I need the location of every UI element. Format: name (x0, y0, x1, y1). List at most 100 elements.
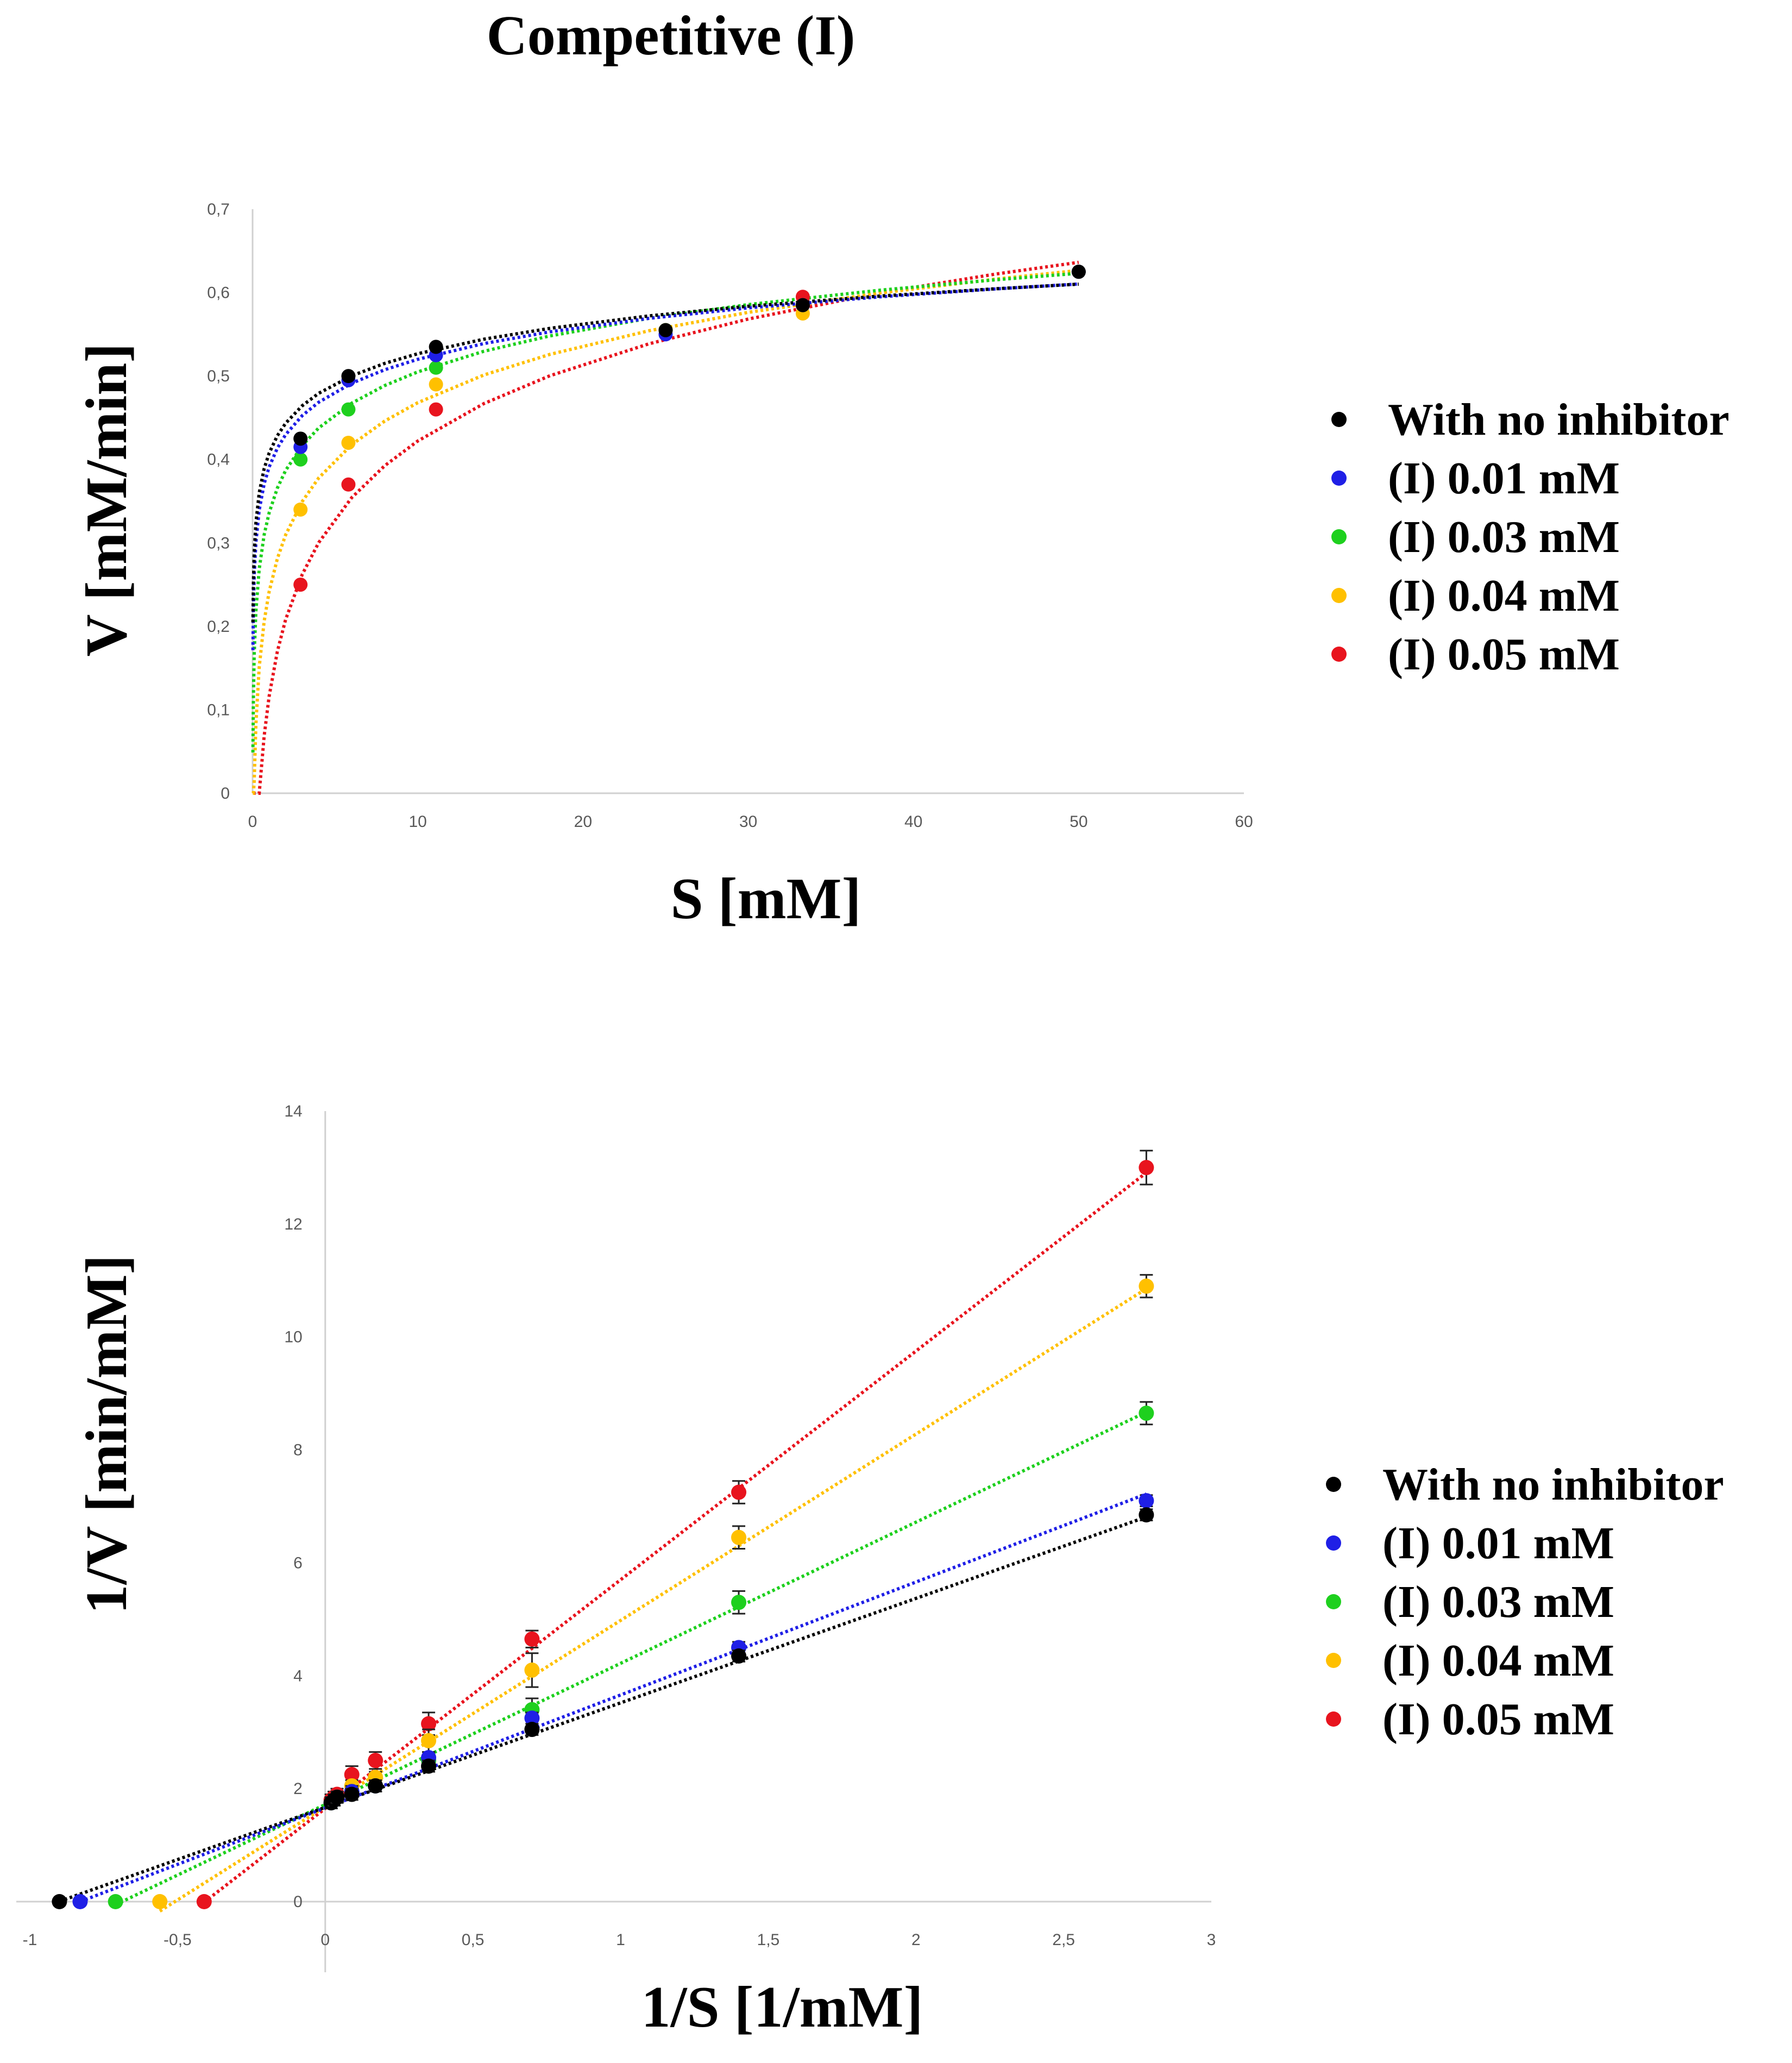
chart1-data-point (293, 431, 308, 446)
chart2-y-tick-label: 8 (293, 1441, 303, 1459)
chart2-data-point (1139, 1406, 1154, 1421)
chart2-legend-marker (1326, 1653, 1341, 1668)
chart2-x-tick-label: -0,5 (164, 1931, 192, 1949)
chart2-data-point (108, 1894, 123, 1909)
chart1-data-point (795, 298, 810, 312)
chart2-y-tick-label: 0 (293, 1893, 303, 1911)
chart2-data-point (731, 1648, 746, 1664)
chart1-trendline (251, 272, 1079, 753)
chart1-data-point (429, 377, 443, 392)
chart1-x-tick-label: 30 (739, 813, 757, 831)
chart2-data-point (1139, 1493, 1154, 1509)
chart2-data-point (368, 1753, 383, 1769)
chart1-y-tick-label: 0,7 (207, 200, 230, 218)
chart1-y-axis-title: V [mM/min] (74, 343, 139, 657)
chart1-data-point (341, 477, 356, 492)
chart1-y-tick-label: 0,2 (207, 618, 230, 636)
chart1-legend-label: (I) 0.03 mM (1388, 512, 1620, 562)
chart2-data-point (344, 1786, 360, 1802)
chart1-legend-label: (I) 0.01 mM (1388, 453, 1620, 504)
chart2-legend-marker (1326, 1477, 1341, 1492)
chart2-x-axis-title: 1/S [1/mM] (642, 1975, 923, 2040)
chart1-legend-marker (1331, 588, 1347, 603)
chart1-legend-marker (1331, 412, 1347, 427)
chart1-data-point (429, 360, 443, 375)
chart2-x-tick-label: 0 (320, 1931, 330, 1949)
chart2-x-tick-label: 1 (616, 1931, 625, 1949)
chart1-x-tick-label: 20 (574, 813, 592, 831)
chart1-x-tick-label: 10 (408, 813, 426, 831)
chart2-y-tick-label: 10 (284, 1328, 302, 1346)
chart1-y-tick-label: 0,3 (207, 534, 230, 552)
chart1-y-tick-label: 0 (221, 785, 230, 802)
chart2-y-tick-label: 12 (284, 1215, 302, 1233)
chart1-data-point (293, 578, 308, 592)
chart2-data-point (72, 1894, 88, 1909)
chart1-data-point (1071, 265, 1086, 279)
chart1-trendline (251, 268, 1079, 795)
chart1-data-point (341, 369, 356, 384)
chart1-data-point (429, 340, 443, 354)
chart1-legend-label: (I) 0.04 mM (1388, 570, 1620, 621)
chart1-x-tick-label: 0 (248, 813, 257, 831)
chart1-y-tick-label: 0,6 (207, 284, 230, 302)
chart1-trendline (253, 260, 1079, 795)
chart2-trendline (79, 1492, 1147, 1903)
chart1-x-tick-label: 50 (1070, 813, 1087, 831)
chart2-data-point (196, 1894, 212, 1909)
chart1-legend-marker (1331, 647, 1347, 662)
chart2-x-tick-label: 1,5 (757, 1931, 780, 1949)
chart2-data-point (368, 1778, 383, 1794)
chart2-y-tick-label: 4 (293, 1667, 303, 1685)
chart1-legend-label: (I) 0.05 mM (1388, 629, 1620, 680)
chart2-legend-label: With no inhibitor (1382, 1459, 1724, 1510)
chart2-data-point (329, 1789, 345, 1805)
chart2-data-point (421, 1716, 437, 1732)
chart2-data-point (731, 1484, 746, 1500)
chart1-legend-marker (1331, 471, 1347, 486)
chart1-y-tick-label: 0,1 (207, 701, 230, 719)
chart2-x-tick-label: 0,5 (462, 1931, 485, 1949)
chart1-x-tick-label: 60 (1235, 813, 1253, 831)
chart1-trendline (251, 283, 1079, 623)
chart2-x-tick-label: -1 (23, 1931, 37, 1949)
chart-title: Competitive (I) (487, 4, 856, 67)
chart2-data-point (524, 1631, 540, 1647)
chart2-data-point (52, 1894, 67, 1909)
chart2-data-point (731, 1529, 746, 1545)
lineweaver-burk-chart: -1 -0,5 0 0,5 1 1,5 2 2,5 3 0 2 4 6 8 10 12 14 (16, 1102, 1216, 1972)
chart2-legend-marker (1326, 1594, 1341, 1609)
chart2-x-tick-label: 3 (1207, 1931, 1216, 1949)
chart2-legend-marker (1326, 1535, 1341, 1551)
chart2-legend-marker (1326, 1711, 1341, 1727)
chart2-data-point (1139, 1278, 1154, 1294)
chart1-trendline (251, 282, 1079, 650)
chart2-data-point (524, 1662, 540, 1678)
chart2-legend-label: (I) 0.01 mM (1382, 1518, 1614, 1569)
chart2-trendline (159, 1287, 1147, 1912)
chart2-data-point (421, 1733, 437, 1748)
chart1-legend: With no inhibitor (I) 0.01 mM (I) 0.03 mM (… (1331, 394, 1730, 680)
chart1-data-point (293, 452, 308, 467)
chart1-legend-label: With no inhibitor (1388, 394, 1730, 445)
chart2-legend: With no inhibitor (I) 0.01 mM (I) 0.03 mM (… (1326, 1459, 1724, 1745)
chart2-data-point (731, 1595, 746, 1610)
chart2-y-axis-title: 1/V [min/mM] (74, 1255, 139, 1614)
chart1-y-tick-label: 0,4 (207, 451, 230, 469)
chart1-x-tick-label: 40 (904, 813, 922, 831)
chart2-legend-label: (I) 0.04 mM (1382, 1635, 1614, 1686)
chart1-legend-marker (1331, 529, 1347, 544)
chart2-trendline (59, 1515, 1147, 1903)
chart2-y-tick-label: 2 (293, 1780, 303, 1798)
chart2-legend-label: (I) 0.05 mM (1382, 1694, 1614, 1745)
michaelis-menten-chart: 0 10 20 30 40 50 60 0 0,1 0,2 0,3 0,4 0,5 0,6 0,7 (207, 200, 1253, 831)
chart2-y-tick-label: 14 (284, 1102, 302, 1120)
chart2-data-point (1139, 1159, 1154, 1175)
chart2-data-point (524, 1722, 540, 1738)
chart1-data-point (429, 402, 443, 417)
chart2-data-point (524, 1710, 540, 1726)
chart1-x-axis-title: S [mM] (671, 867, 862, 931)
chart2-y-tick-label: 6 (293, 1554, 303, 1572)
chart1-data-point (658, 323, 673, 337)
